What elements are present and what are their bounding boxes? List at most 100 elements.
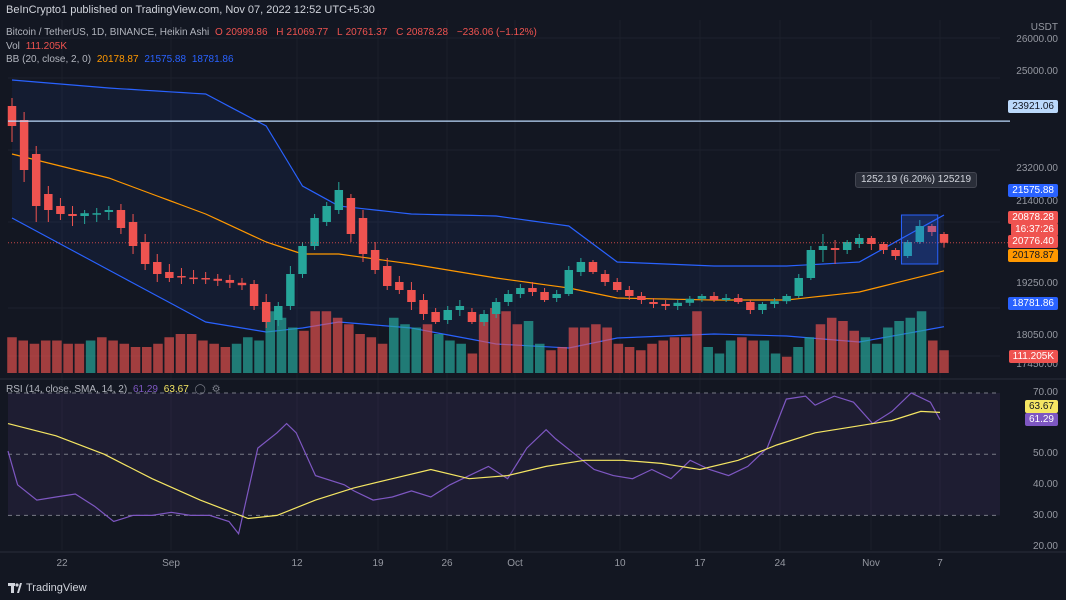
- candle-body: [407, 290, 416, 302]
- candle-body: [915, 226, 925, 242]
- volume-bar: [400, 324, 410, 373]
- rsi-label: RSI (14, close, SMA, 14, 2): [6, 384, 128, 395]
- volume-bar: [299, 330, 309, 373]
- tradingview-footer[interactable]: TradingView: [8, 580, 87, 596]
- volume-bar: [231, 343, 242, 373]
- bb-lower-line: [11, 217, 945, 349]
- volume-bar: [243, 337, 253, 373]
- level-line-tag[interactable]: 23921.06: [1008, 100, 1058, 113]
- volume-bar: [534, 343, 545, 373]
- candle-body: [358, 218, 368, 254]
- candle-body: [56, 206, 65, 214]
- candle-body: [939, 234, 949, 243]
- volume-bar: [467, 353, 478, 373]
- volume-bar: [433, 334, 444, 373]
- candle-body: [479, 314, 489, 322]
- candle-body: [201, 278, 210, 280]
- rsi-legend[interactable]: RSI (14, close, SMA, 14, 2) 61.29 63.67 …: [6, 384, 224, 395]
- rsi-tick: 20.00: [1032, 541, 1058, 552]
- symbol-name[interactable]: Bitcoin / TetherUS, 1D, BINANCE, Heikin …: [6, 27, 210, 38]
- ohlc-high-label: H: [276, 27, 284, 38]
- volume-bar: [108, 340, 118, 373]
- volume-label: Vol: [6, 41, 20, 52]
- candle-body: [395, 282, 404, 290]
- bb-upper-tag: 21575.88: [1008, 184, 1058, 197]
- tradingview-logo-icon: [8, 583, 22, 593]
- symbol-legend[interactable]: Bitcoin / TetherUS, 1D, BINANCE, Heikin …: [6, 27, 540, 38]
- ohlc-close: 20878.28: [406, 27, 449, 38]
- x-axis-label: 7: [937, 558, 943, 569]
- volume-bar: [905, 317, 916, 373]
- settings-icon[interactable]: ⚙: [211, 384, 221, 395]
- bb-label: BB (20, close, 2, 0): [6, 54, 92, 65]
- candles[interactable]: [7, 98, 949, 328]
- candle-body: [44, 194, 53, 210]
- ohlc-change: −236.06 (−1.12%): [456, 27, 537, 38]
- candle-body: [600, 274, 610, 282]
- candle-body: [419, 300, 428, 314]
- candle-body: [637, 296, 646, 300]
- volume-bar: [815, 324, 826, 373]
- volume-bar: [714, 353, 725, 373]
- volume-bar: [422, 324, 433, 373]
- volume-legend[interactable]: Vol 111.205K: [6, 41, 70, 52]
- volume-bar: [939, 350, 949, 373]
- volume-bar: [927, 340, 938, 373]
- volume-bar: [613, 343, 624, 373]
- x-axis-label: 24: [774, 558, 786, 569]
- volume-bar: [568, 327, 579, 373]
- volume-bar: [748, 340, 758, 373]
- bb-fill: [12, 80, 944, 348]
- volume-bar: [624, 347, 635, 373]
- candle-body: [92, 213, 101, 215]
- volume-bar: [445, 340, 455, 373]
- horizontal-level-line[interactable]: [8, 120, 1010, 244]
- volume-bar: [849, 330, 859, 373]
- bb-upper-line: [11, 79, 945, 267]
- candle-body: [19, 120, 29, 170]
- price-tick: 18050.00: [1016, 330, 1058, 341]
- candle-body: [225, 280, 235, 283]
- candle-body: [879, 244, 888, 250]
- candle-body: [346, 198, 356, 234]
- volume-bar: [52, 340, 62, 373]
- candle-body: [891, 250, 900, 256]
- candle-body: [189, 277, 198, 280]
- candle-body: [274, 306, 283, 320]
- volume-bar: [321, 311, 332, 373]
- candle-body: [237, 282, 247, 286]
- candle-body: [516, 288, 525, 294]
- volume-tag: 111.205K: [1008, 350, 1058, 363]
- volume-bar: [546, 350, 556, 373]
- candle-body: [310, 218, 319, 246]
- overlays: [900, 214, 939, 265]
- ohlc-close-label: C: [396, 27, 404, 38]
- volume-bar: [826, 317, 837, 373]
- rsi-ma-line: [7, 410, 941, 520]
- volume-bar: [265, 311, 276, 373]
- candle-body: [286, 274, 295, 306]
- prev-close-tag: 20776.40: [1008, 235, 1058, 248]
- candle-body: [177, 276, 186, 278]
- volume-bar: [636, 350, 646, 373]
- bb-basis-tag: 20178.87: [1008, 249, 1058, 262]
- volume-bar: [602, 327, 612, 373]
- eye-icon[interactable]: ◯: [194, 384, 206, 395]
- price-tick: 25000.00: [1016, 66, 1058, 77]
- ohlc-high: 21069.77: [286, 27, 329, 38]
- candle-body: [576, 262, 586, 272]
- price-tick: 19250.00: [1016, 278, 1058, 289]
- volume-bar: [737, 337, 747, 373]
- bb-legend[interactable]: BB (20, close, 2, 0) 20178.87 21575.88 1…: [6, 54, 237, 65]
- volume-bars: [7, 308, 949, 373]
- candle-body: [298, 246, 307, 274]
- volume-bar: [276, 317, 287, 373]
- tradingview-brand: TradingView: [26, 582, 87, 594]
- candle-body: [564, 270, 574, 294]
- price-tick: 23200.00: [1016, 163, 1058, 174]
- volume-bar: [18, 340, 29, 373]
- candle-body: [104, 210, 114, 212]
- volume-bar: [883, 327, 893, 373]
